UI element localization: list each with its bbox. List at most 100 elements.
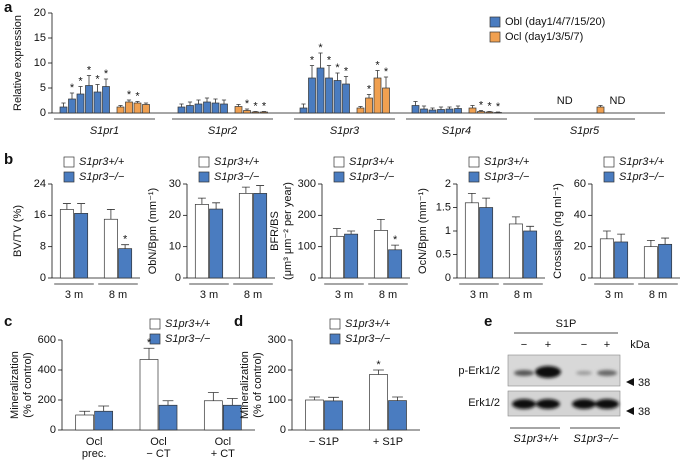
error-bar: [482, 197, 491, 208]
error-bar: [376, 219, 385, 231]
bar: [445, 108, 454, 114]
genotype-label: S1pr3+/+: [513, 433, 559, 445]
y-tick-label: 8: [40, 241, 46, 253]
bar: [325, 77, 333, 114]
y-tick-label: 300: [298, 178, 316, 190]
significance-star: *: [318, 42, 323, 54]
significance-star: *: [95, 73, 100, 85]
error-bar: [413, 101, 418, 106]
legend-swatch: [603, 171, 615, 183]
y-tick-label: 600: [38, 334, 56, 346]
error-bar: [391, 244, 400, 250]
significance-star: *: [479, 99, 484, 111]
lane-label: −: [521, 339, 527, 351]
error-bar: [256, 185, 265, 194]
unit-label: kDa: [630, 339, 650, 351]
error-bar: [602, 230, 611, 239]
bar: [68, 98, 76, 114]
y-tick-label: 24: [34, 178, 46, 190]
y-axis-label: OcN/Bpm (mm⁻¹): [417, 188, 429, 274]
legend-swatch: [63, 171, 75, 183]
y-axis-label: BFR/BS: [269, 211, 281, 251]
error-bar: [470, 105, 475, 108]
marker-label: 38: [638, 377, 650, 389]
bar: [658, 243, 673, 279]
row-label: p-Erk1/2: [458, 365, 500, 377]
significance-star: *: [135, 90, 140, 102]
error-bar: [366, 94, 372, 98]
treatment-label: S1P: [556, 318, 577, 330]
x-tick-label: 8 m: [649, 289, 667, 301]
significance-star: *: [78, 75, 83, 87]
significance-star: *: [487, 100, 492, 112]
y-tick-label: 10: [169, 241, 181, 253]
bar: [308, 77, 316, 114]
bar: [324, 400, 343, 431]
bar: [477, 111, 485, 114]
legend-swatch: [198, 171, 210, 183]
legend-swatch: [149, 333, 161, 345]
bar: [454, 108, 462, 114]
bar: [102, 86, 110, 114]
panel-label: e: [484, 313, 492, 330]
error-bar: [495, 111, 501, 113]
x-tick-label: S1pr2: [208, 125, 237, 137]
legend-label: S1pr3+/+: [165, 318, 211, 330]
significance-star: *: [127, 89, 132, 101]
y-axis-label: (% of control): [252, 352, 264, 417]
y-tick-label: 20: [34, 7, 46, 19]
y-axis-label: Crosslaps (ng ml⁻¹): [552, 183, 564, 279]
bar: [599, 238, 614, 279]
bar: [194, 204, 209, 279]
legend-swatch: [329, 333, 341, 345]
error-bar: [86, 75, 92, 86]
error-bar: [121, 244, 130, 249]
error-bar: [332, 228, 341, 237]
error-bar: [392, 396, 403, 401]
bar: [75, 414, 95, 431]
bar: [238, 193, 253, 279]
bands: [512, 366, 619, 409]
error-bar: [430, 107, 435, 110]
y-tick-label: 100: [298, 241, 316, 253]
significance-star: *: [384, 66, 389, 78]
x-tick-label: 8 m: [379, 289, 397, 301]
error-bar: [373, 369, 384, 375]
significance-star: *: [327, 54, 332, 66]
panel-label: c: [4, 313, 12, 330]
error-bar: [62, 203, 71, 210]
y-tick-label: 2: [445, 178, 451, 190]
error-bar: [221, 99, 227, 104]
x-tick-label: Ocl: [215, 436, 232, 448]
genotype-label: S1pr3−/−: [573, 433, 619, 445]
bar: [59, 209, 74, 279]
y-tick-label: 40: [574, 209, 586, 221]
error-bar: [162, 400, 174, 406]
error-bar: [61, 102, 66, 107]
error-bar: [438, 106, 444, 110]
x-tick-label: 8 m: [514, 289, 532, 301]
y-tick-label: 0: [280, 424, 286, 436]
legend-label: S1pr3−/−: [214, 171, 260, 183]
error-bar: [447, 106, 452, 109]
y-tick-label: 400: [38, 364, 56, 376]
error-bar: [197, 197, 206, 205]
x-tick-label: S1pr4: [442, 125, 471, 137]
y-tick-label: 20: [169, 209, 181, 221]
bar: [158, 404, 178, 431]
x-tick-label: Ocl: [150, 436, 167, 448]
legend-swatch: [489, 31, 501, 43]
legend-swatch: [489, 16, 501, 28]
legend-label: S1pr3−/−: [484, 171, 530, 183]
legend-label: S1pr3+/+: [349, 156, 395, 168]
bar: [388, 400, 407, 431]
legend-label: S1pr3+/+: [484, 156, 530, 168]
significance-star: *: [123, 234, 128, 246]
error-bar: [98, 405, 110, 412]
error-bar: [383, 76, 389, 88]
significance-star: *: [393, 234, 398, 246]
error-bar: [187, 101, 193, 106]
row-label: Erk1/2: [468, 397, 500, 409]
y-tick-label: 1.5: [436, 201, 451, 213]
error-bar: [617, 233, 626, 242]
